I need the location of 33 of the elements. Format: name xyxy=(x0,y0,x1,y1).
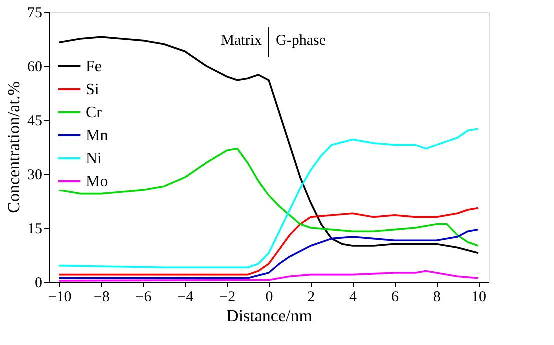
x-tick-label: −6 xyxy=(136,290,152,306)
annotation: G-phase xyxy=(276,33,326,49)
x-tick-label: −8 xyxy=(94,290,110,306)
legend-label: Ni xyxy=(86,150,103,168)
y-tick-label: 45 xyxy=(28,114,42,130)
line-series xyxy=(58,270,480,282)
line-series xyxy=(58,228,480,280)
line-series xyxy=(58,148,480,247)
line-series xyxy=(58,128,480,268)
x-tick-label: −2 xyxy=(220,290,236,306)
line-series xyxy=(58,207,480,276)
x-tick-label: 2 xyxy=(308,290,316,306)
x-tick-label: 0 xyxy=(266,290,274,306)
x-tick-label: 10 xyxy=(472,290,487,306)
legend-label: Si xyxy=(86,82,100,98)
y-tick-label: 0 xyxy=(35,276,42,292)
legend-label: Cr xyxy=(86,104,103,122)
x-tick-label: −4 xyxy=(178,290,194,306)
legend-label: Mn xyxy=(86,128,108,144)
y-tick-label: 75 xyxy=(28,6,42,22)
y-tick-label: 60 xyxy=(28,60,42,76)
annotation: Matrix xyxy=(221,33,262,49)
legend-label: Fe xyxy=(86,58,102,76)
x-tick-label: 6 xyxy=(391,290,400,306)
x-axis-title: Distance/nm xyxy=(226,306,312,326)
x-tick-label: −10 xyxy=(48,290,72,306)
y-axis-title: Concentration/at.% xyxy=(4,82,24,214)
y-tick-label: 15 xyxy=(28,222,42,238)
legend-label: Mo xyxy=(86,174,108,190)
x-tick-label: 8 xyxy=(433,290,441,306)
line-series xyxy=(58,36,480,254)
x-tick-label: 4 xyxy=(350,290,358,306)
y-tick-label: 30 xyxy=(28,168,42,184)
